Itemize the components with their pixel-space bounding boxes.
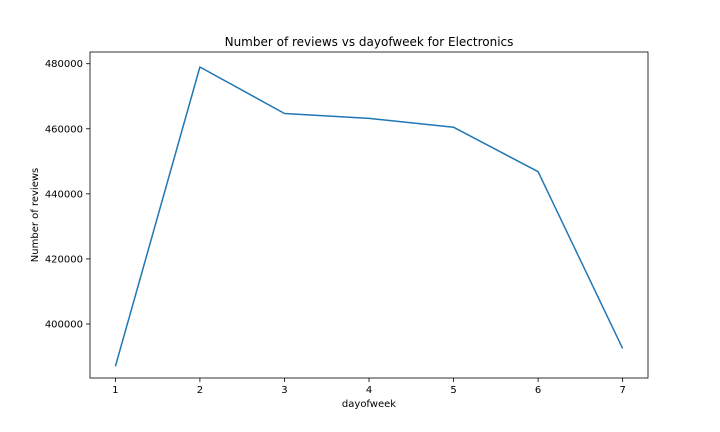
x-tick-label: 2 bbox=[197, 385, 203, 396]
x-axis-ticks: 1 2 3 4 5 6 7 bbox=[112, 378, 626, 396]
x-tick-label: 7 bbox=[619, 385, 625, 396]
y-tick-label: 480000 bbox=[45, 59, 83, 70]
x-tick-label: 1 bbox=[112, 385, 118, 396]
y-axis-ticks: 400000 420000 440000 460000 480000 bbox=[45, 59, 90, 330]
y-tick-label: 400000 bbox=[45, 319, 83, 330]
y-axis-label: Number of reviews bbox=[30, 168, 41, 262]
plot-area bbox=[114, 66, 624, 367]
axes-frame bbox=[89, 51, 649, 379]
y-tick-label: 420000 bbox=[45, 254, 83, 265]
y-tick-label: 460000 bbox=[45, 124, 83, 135]
x-tick-label: 4 bbox=[366, 385, 372, 396]
chart-title: Number of reviews vs dayofweek for Elect… bbox=[225, 35, 514, 49]
y-tick-label: 440000 bbox=[45, 189, 83, 200]
x-tick-label: 6 bbox=[535, 385, 541, 396]
x-tick-label: 3 bbox=[281, 385, 287, 396]
x-tick-label: 5 bbox=[450, 385, 456, 396]
series-line bbox=[114, 66, 624, 367]
x-axis-label: dayofweek bbox=[342, 399, 396, 410]
